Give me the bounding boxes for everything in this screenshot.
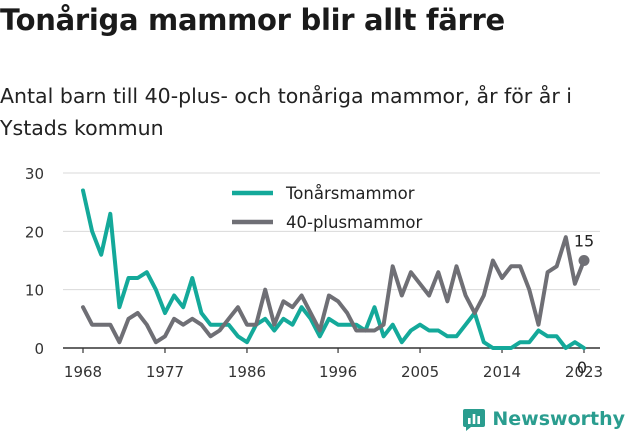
series-line-tonarsmammor [81, 188, 586, 350]
x-tick-label: 2005 [401, 363, 439, 381]
y-tick-label: 20 [25, 223, 44, 241]
series-line-40-plusmammor [81, 235, 586, 345]
x-tick-label: 2014 [483, 363, 521, 381]
x-tick-label: 1996 [319, 363, 357, 381]
newsworthy-logo: Newsworthy [462, 407, 625, 431]
chart-subtitle: Antal barn till 40-plus- och tonåriga ma… [0, 84, 572, 140]
legend-label-tonarsmammor: Tonårsmammor [285, 184, 415, 203]
end-point-40-plusmammor [578, 255, 590, 266]
y-tick-label: 10 [25, 282, 44, 300]
y-tick-label: 30 [25, 165, 44, 183]
end-label-40-plusmammor: 15 [574, 232, 594, 251]
x-tick-label: 1986 [228, 363, 266, 381]
end-label-tonarsmammor: 0 [577, 358, 587, 377]
newsworthy-chart-icon [463, 409, 486, 431]
brand-name: Newsworthy [492, 408, 625, 430]
x-tick-label: 1968 [64, 363, 102, 381]
chart-title: Tonåriga mammor blir allt färre [0, 3, 505, 37]
y-tick-label: 0 [34, 340, 44, 358]
legend-label-40-plusmammor: 40-plusmammor [286, 213, 422, 232]
x-tick-label: 1977 [146, 363, 184, 381]
x-tick-label: 2023 [565, 363, 603, 381]
